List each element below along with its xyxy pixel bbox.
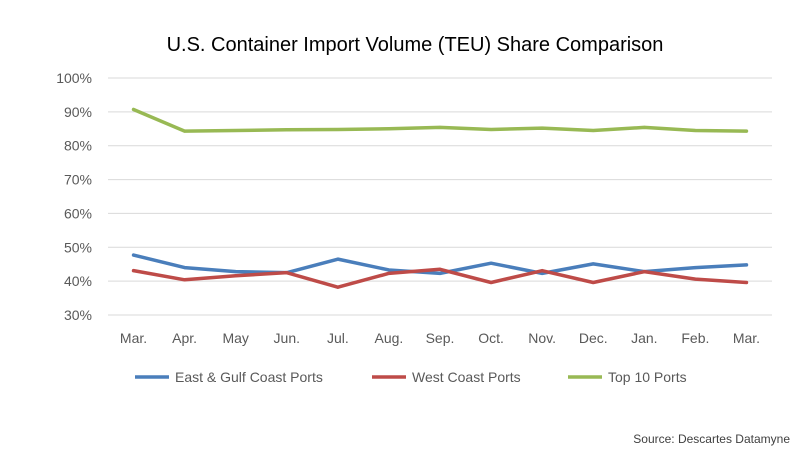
legend-label: East & Gulf Coast Ports bbox=[175, 369, 323, 385]
y-tick-label: 70% bbox=[64, 172, 92, 188]
y-tick-label: 80% bbox=[64, 138, 92, 154]
data-point bbox=[744, 263, 748, 267]
x-tick-label: Nov. bbox=[528, 330, 556, 346]
data-point bbox=[489, 261, 493, 265]
legend-item: West Coast Ports bbox=[372, 369, 521, 385]
y-tick-label: 50% bbox=[64, 239, 92, 255]
y-tick-label: 30% bbox=[64, 307, 92, 323]
x-tick-label: Apr. bbox=[172, 330, 197, 346]
data-point bbox=[489, 280, 493, 284]
data-point bbox=[336, 127, 340, 131]
data-point bbox=[132, 107, 136, 111]
x-tick-label: Jan. bbox=[631, 330, 657, 346]
data-point bbox=[693, 277, 697, 281]
data-point bbox=[591, 128, 595, 132]
data-point bbox=[489, 127, 493, 131]
data-point bbox=[540, 126, 544, 130]
x-tick-label: Mar. bbox=[733, 330, 760, 346]
y-tick-label: 40% bbox=[64, 273, 92, 289]
data-point bbox=[132, 253, 136, 257]
y-tick-label: 90% bbox=[64, 104, 92, 120]
x-tick-label: Jul. bbox=[327, 330, 349, 346]
x-tick-label: Jun. bbox=[274, 330, 300, 346]
data-point bbox=[744, 280, 748, 284]
data-point bbox=[285, 271, 289, 275]
data-point bbox=[642, 270, 646, 274]
data-point bbox=[234, 270, 238, 274]
data-point bbox=[591, 262, 595, 266]
data-point bbox=[744, 129, 748, 133]
x-tick-label: Dec. bbox=[579, 330, 608, 346]
data-point bbox=[183, 278, 187, 282]
data-point bbox=[336, 285, 340, 289]
data-point bbox=[693, 266, 697, 270]
y-tick-label: 100% bbox=[56, 70, 92, 86]
data-point bbox=[693, 128, 697, 132]
y-tick-label: 60% bbox=[64, 205, 92, 221]
legend-label: Top 10 Ports bbox=[608, 369, 687, 385]
data-point bbox=[285, 128, 289, 132]
data-point bbox=[642, 125, 646, 129]
data-point bbox=[540, 269, 544, 273]
data-point bbox=[438, 271, 442, 275]
data-point bbox=[591, 280, 595, 284]
data-point bbox=[234, 128, 238, 132]
data-point bbox=[183, 266, 187, 270]
data-point bbox=[183, 129, 187, 133]
data-point bbox=[132, 269, 136, 273]
legend-label: West Coast Ports bbox=[412, 369, 521, 385]
data-point bbox=[438, 267, 442, 271]
source-note: Source: Descartes Datamyne bbox=[633, 432, 790, 446]
chart-title: U.S. Container Import Volume (TEU) Share… bbox=[167, 34, 664, 56]
x-tick-label: Aug. bbox=[375, 330, 404, 346]
x-tick-label: Sep. bbox=[426, 330, 455, 346]
x-tick-label: Feb. bbox=[681, 330, 709, 346]
x-tick-label: May bbox=[222, 330, 248, 346]
x-tick-label: Oct. bbox=[478, 330, 504, 346]
data-point bbox=[336, 257, 340, 261]
data-point bbox=[387, 268, 391, 272]
legend-item: Top 10 Ports bbox=[568, 369, 687, 385]
data-point bbox=[387, 271, 391, 275]
data-point bbox=[387, 127, 391, 131]
data-point bbox=[438, 125, 442, 129]
x-tick-label: Mar. bbox=[120, 330, 147, 346]
legend-item: East & Gulf Coast Ports bbox=[135, 369, 323, 385]
data-point bbox=[234, 274, 238, 278]
